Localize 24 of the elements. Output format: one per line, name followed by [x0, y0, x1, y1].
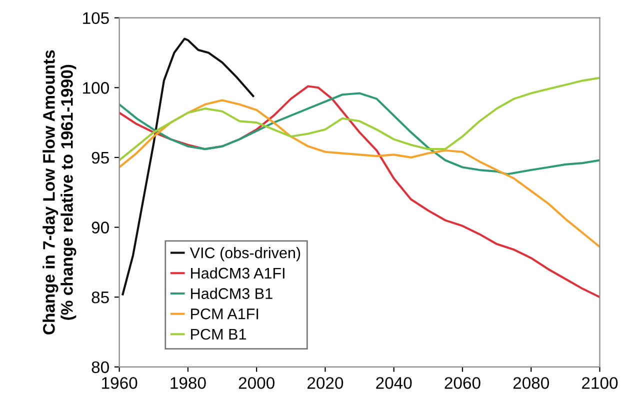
- line-series: [119, 85, 600, 298]
- y-tick-label: 80: [92, 361, 109, 374]
- line-series: [119, 76, 600, 162]
- line-series: [119, 99, 600, 248]
- legend-label: PCM A1FI: [191, 308, 258, 320]
- y-axis-title: Change in 7-day Low Flow Amounts (% change relative to 1961-1990): [42, 50, 76, 334]
- x-tick-label: 2060: [444, 377, 480, 389]
- legend-label: HadCM3 B1: [191, 288, 272, 299]
- line-series: [119, 92, 600, 176]
- y-tick-label: 90: [92, 222, 109, 234]
- x-tick-label: 2080: [513, 377, 549, 389]
- y-tick-label: 105: [83, 12, 109, 24]
- x-tick-label: 2040: [376, 377, 412, 389]
- x-tick-label: 1980: [170, 377, 206, 389]
- legend-label: PCM B1: [191, 328, 246, 340]
- y-tick-label: 85: [92, 292, 109, 304]
- y-tick-label: 95: [92, 152, 109, 164]
- x-tick-label: 2000: [238, 377, 274, 389]
- legend-label: HadCM3 A1FI: [191, 267, 284, 279]
- x-tick-label: 2100: [582, 377, 618, 389]
- x-tick-label: 1960: [102, 377, 138, 389]
- legend-label: VIC (obs-driven): [190, 247, 300, 262]
- y-tick-label: 100: [83, 82, 109, 94]
- x-tick-label: 2020: [308, 377, 344, 389]
